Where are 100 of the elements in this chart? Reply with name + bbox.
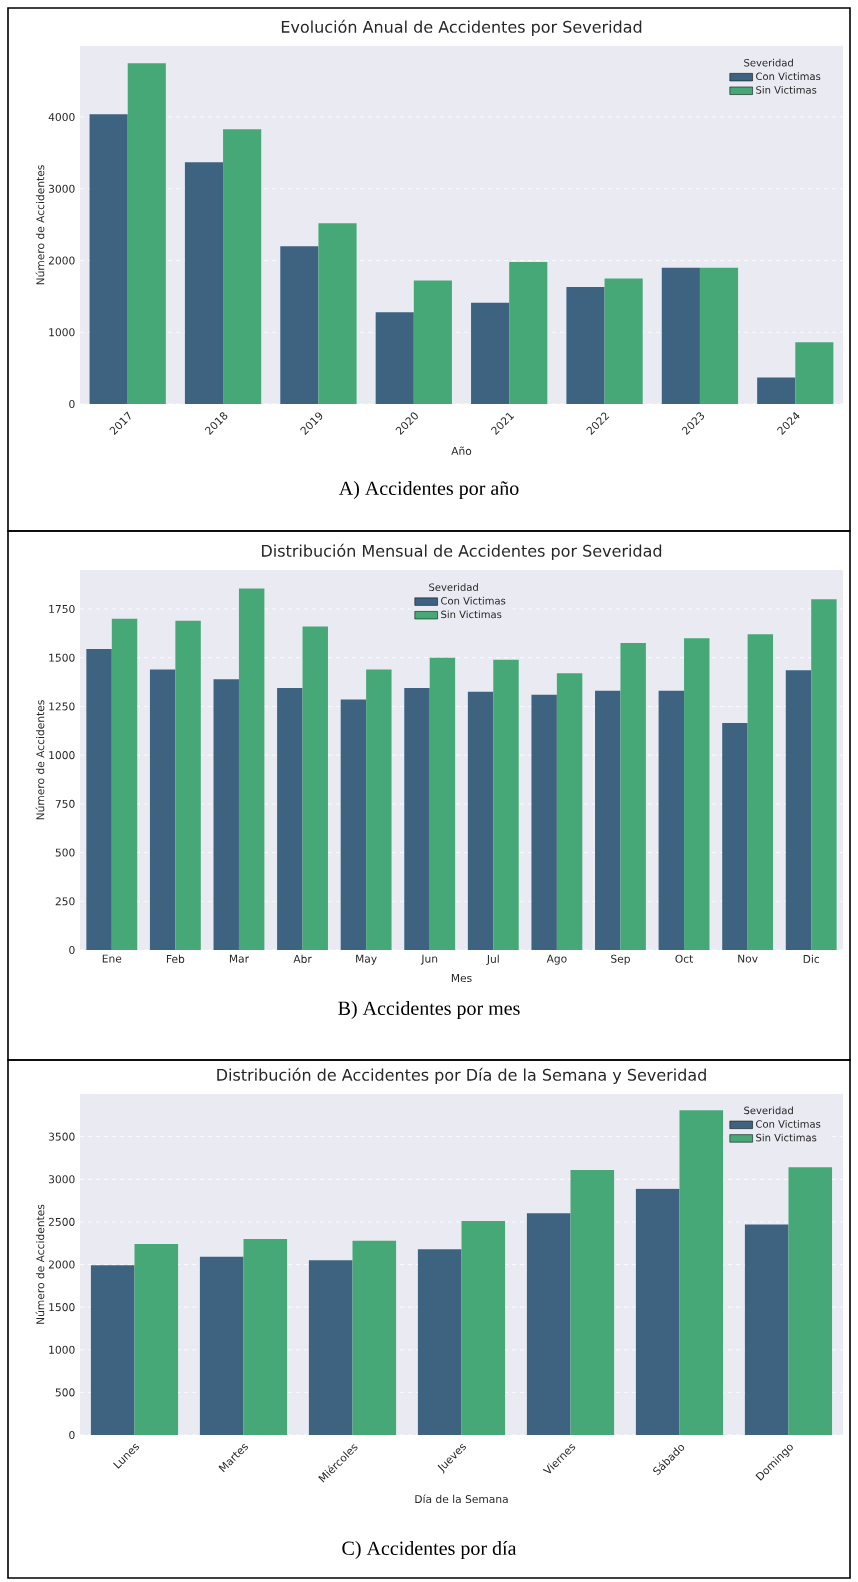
x-tick-label: May [356,954,377,965]
bar [90,1265,135,1436]
x-tick-label: Mar [229,954,250,963]
chart-title: Evolución Anual de Accidentes por Severidad [281,19,642,36]
bar [280,246,319,404]
bar [785,670,812,951]
bar [277,687,303,951]
y-tick-label: 1500 [49,653,75,662]
bar [684,638,710,951]
bar [526,1213,571,1436]
bar [134,1244,179,1436]
bar [471,302,510,404]
legend-title: Severidad [744,58,793,67]
bar [308,1260,353,1436]
bar [417,1249,462,1436]
y-tick-label: 1500 [49,1303,75,1312]
x-tick-label: Jul [486,954,499,965]
legend-title: Severidad [429,583,478,591]
bar [404,687,430,951]
y-tick-label: 1000 [49,328,75,337]
y-tick-label: 750 [55,799,75,808]
bar [111,618,138,951]
bar [175,620,201,951]
bar [635,1188,680,1436]
bar [699,267,739,404]
bar [556,673,583,951]
bar [620,643,646,951]
bar [788,1167,833,1436]
legend-label: Sin Victimas [756,1133,817,1142]
y-axis-title: Número de Accidentes [35,700,45,820]
y-tick-label: 0 [69,1430,75,1440]
bar [429,657,456,951]
bar [757,377,796,404]
y-tick-label: 500 [55,1388,75,1397]
y-tick-label: 0 [69,945,75,955]
text: B) Accidentes por mes [338,1000,520,1020]
x-axis-title: Año [451,446,472,455]
x-tick-label: Nov [738,954,758,963]
bar [595,690,621,951]
bar [679,1110,724,1436]
bar [238,588,265,951]
legend-label: Con Victimas [441,596,506,605]
bar [661,267,700,404]
x-tick-label: Jun [420,954,438,965]
legend-title: Severidad [744,1106,793,1115]
x-axis-title: Mes [451,974,472,983]
x-tick-label: Dic [803,954,820,963]
bar [184,162,224,404]
y-axis-title: Número de Accidentes [35,165,45,285]
y-tick-label: 3000 [48,1175,75,1184]
chart-title: Distribución Mensual de Accidentes por Severidad [262,543,662,560]
x-tick-label: Ago [546,954,567,965]
bar [509,261,548,404]
bar [302,626,328,951]
bar [223,129,262,404]
y-tick-label: 0 [69,399,75,409]
bar [89,114,128,404]
bar [413,280,452,404]
bar [811,599,837,951]
bar [658,690,685,951]
y-tick-label: 2000 [48,1260,75,1269]
y-tick-label: 2000 [48,256,75,265]
bar [461,1221,506,1436]
y-tick-label: 1000 [49,1345,75,1354]
x-axis-title: Día de la Semana [415,1494,508,1504]
y-tick-label: 1250 [49,702,75,711]
bar [340,699,367,951]
legend-label: Con Victimas [756,1120,821,1128]
y-tick-label: 2500 [48,1217,75,1226]
bar [747,634,774,951]
bar [744,1224,789,1436]
y-tick-label: 3000 [48,184,75,193]
x-tick-label: Oct [675,954,694,963]
bar [127,63,166,404]
x-tick-label: Sep [611,954,630,965]
bar [243,1238,288,1436]
bar [570,1169,615,1436]
legend-label: Sin Victimas [756,85,817,94]
y-tick-label: 3500 [48,1132,75,1141]
y-tick-label: 4000 [48,112,75,122]
legend-label: Sin Victimas [441,610,502,619]
x-tick-label: Abr [293,954,312,963]
bar [566,287,605,404]
bar [531,694,557,951]
chart-title: Distribución de Accidentes por Día de la Semana y Severidad [217,1067,706,1084]
bar [722,722,748,951]
y-tick-label: 1000 [49,751,75,760]
bar [467,691,494,951]
x-tick-label: Feb [166,954,185,963]
bar [86,648,112,951]
y-tick-label: 500 [55,848,75,857]
y-tick-label: 250 [55,897,75,906]
bar [493,659,519,951]
bar [366,669,392,951]
bar [199,1256,244,1436]
y-tick-label: 1750 [49,604,75,614]
bar [149,669,176,951]
bar [795,342,834,404]
bar [375,312,414,404]
bar [213,679,239,951]
